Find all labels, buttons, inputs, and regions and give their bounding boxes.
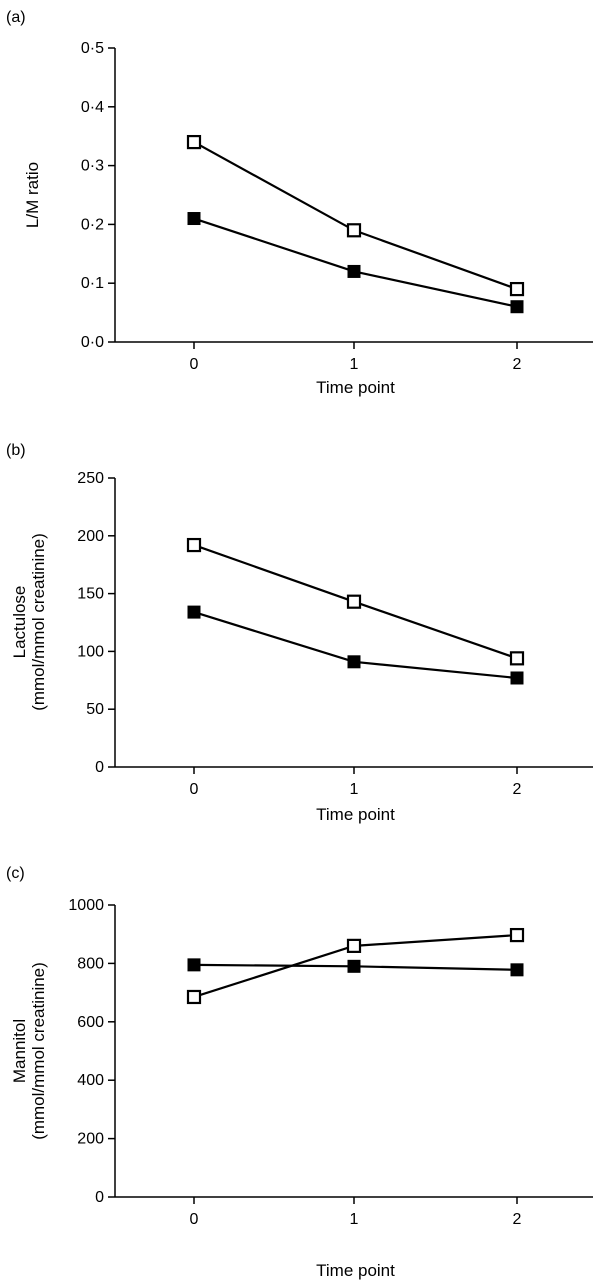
data-point-filled-square xyxy=(510,671,524,685)
y-axis-title-line: Lactulose xyxy=(10,586,29,659)
data-point-filled-square xyxy=(347,655,361,669)
y-axis-title-line: (mmol/mmol creatinine) xyxy=(29,533,48,711)
series-filled-square xyxy=(187,958,524,977)
x-tick-label: 0 xyxy=(190,1211,199,1228)
data-point-open-square xyxy=(346,223,362,238)
data-point-filled-square xyxy=(187,958,201,972)
y-axis-title-line: Mannitol xyxy=(10,1019,29,1083)
data-point-open-square xyxy=(346,594,362,609)
y-tick-label: 600 xyxy=(77,1014,104,1031)
series-open-square xyxy=(186,537,525,666)
y-tick-label: 0·2 xyxy=(81,216,104,233)
data-point-filled-square xyxy=(510,963,524,977)
x-tick-label: 2 xyxy=(513,781,522,798)
y-tick-label: 0 xyxy=(95,759,104,776)
series-filled-square xyxy=(187,605,524,685)
data-point-open-square xyxy=(186,989,202,1005)
data-point-open-square xyxy=(509,281,525,297)
y-tick-label: 800 xyxy=(77,955,104,972)
panel-label: (b) xyxy=(6,442,26,459)
y-axis-title-line: (mmol/mmol creatinine) xyxy=(29,962,48,1140)
chart-panel-2: (c) 0 200 400 600 800 1000 0 1 2 Time point Mannito… xyxy=(6,865,593,1280)
data-point-open-square xyxy=(509,927,525,943)
x-axis-title: Time point xyxy=(316,805,395,824)
x-tick-label: 0 xyxy=(190,356,199,373)
series-open-square xyxy=(186,134,525,297)
data-point-filled-square xyxy=(347,959,361,973)
data-point-filled-square xyxy=(187,605,201,619)
y-tick-label: 0·0 xyxy=(81,334,104,351)
y-axis-title: L/M ratio xyxy=(23,162,42,228)
chart-panel-1: (b) 0 50 100 150 200 250 0 1 2 Time point Lactulose… xyxy=(6,442,593,824)
chart-panel-0: (a) 0·0 0·1 0·2 0·3 0·4 0·5 0 1 2 Time point L/M ra… xyxy=(6,9,593,397)
y-tick-label: 150 xyxy=(77,586,104,603)
y-tick-label: 400 xyxy=(77,1072,104,1089)
data-point-filled-square xyxy=(510,300,524,314)
x-tick-label: 1 xyxy=(350,781,359,798)
y-axis-title-line: L/M ratio xyxy=(23,162,42,228)
y-tick-label: 200 xyxy=(77,528,104,545)
series-filled-square xyxy=(187,212,524,314)
x-tick-label: 1 xyxy=(350,356,359,373)
y-axis-title: Lactulose(mmol/mmol creatinine) xyxy=(10,533,48,711)
y-tick-label: 100 xyxy=(77,643,104,660)
data-point-open-square xyxy=(509,651,525,666)
data-point-filled-square xyxy=(187,212,201,226)
series-open-square xyxy=(186,927,525,1005)
y-axis-title: Mannitol(mmol/mmol creatinine) xyxy=(10,962,48,1140)
data-point-open-square xyxy=(186,134,202,150)
y-tick-label: 50 xyxy=(86,701,104,718)
x-axis-title: Time point xyxy=(316,1261,395,1280)
x-axis-title: Time point xyxy=(316,378,395,397)
y-tick-label: 0·4 xyxy=(81,99,104,116)
x-tick-label: 2 xyxy=(513,1211,522,1228)
panel-label: (a) xyxy=(6,9,26,26)
panel-label: (c) xyxy=(6,865,25,882)
y-tick-label: 1000 xyxy=(68,897,104,914)
y-tick-label: 200 xyxy=(77,1131,104,1148)
x-tick-label: 1 xyxy=(350,1211,359,1228)
y-tick-label: 0·5 xyxy=(81,40,104,57)
y-tick-label: 0 xyxy=(95,1189,104,1206)
x-tick-label: 0 xyxy=(190,781,199,798)
y-tick-label: 0·1 xyxy=(81,275,104,292)
data-point-open-square xyxy=(186,537,202,553)
data-point-open-square xyxy=(346,938,362,953)
x-tick-label: 2 xyxy=(513,356,522,373)
data-point-filled-square xyxy=(347,264,361,278)
y-tick-label: 0·3 xyxy=(81,158,104,175)
y-tick-label: 250 xyxy=(77,470,104,487)
